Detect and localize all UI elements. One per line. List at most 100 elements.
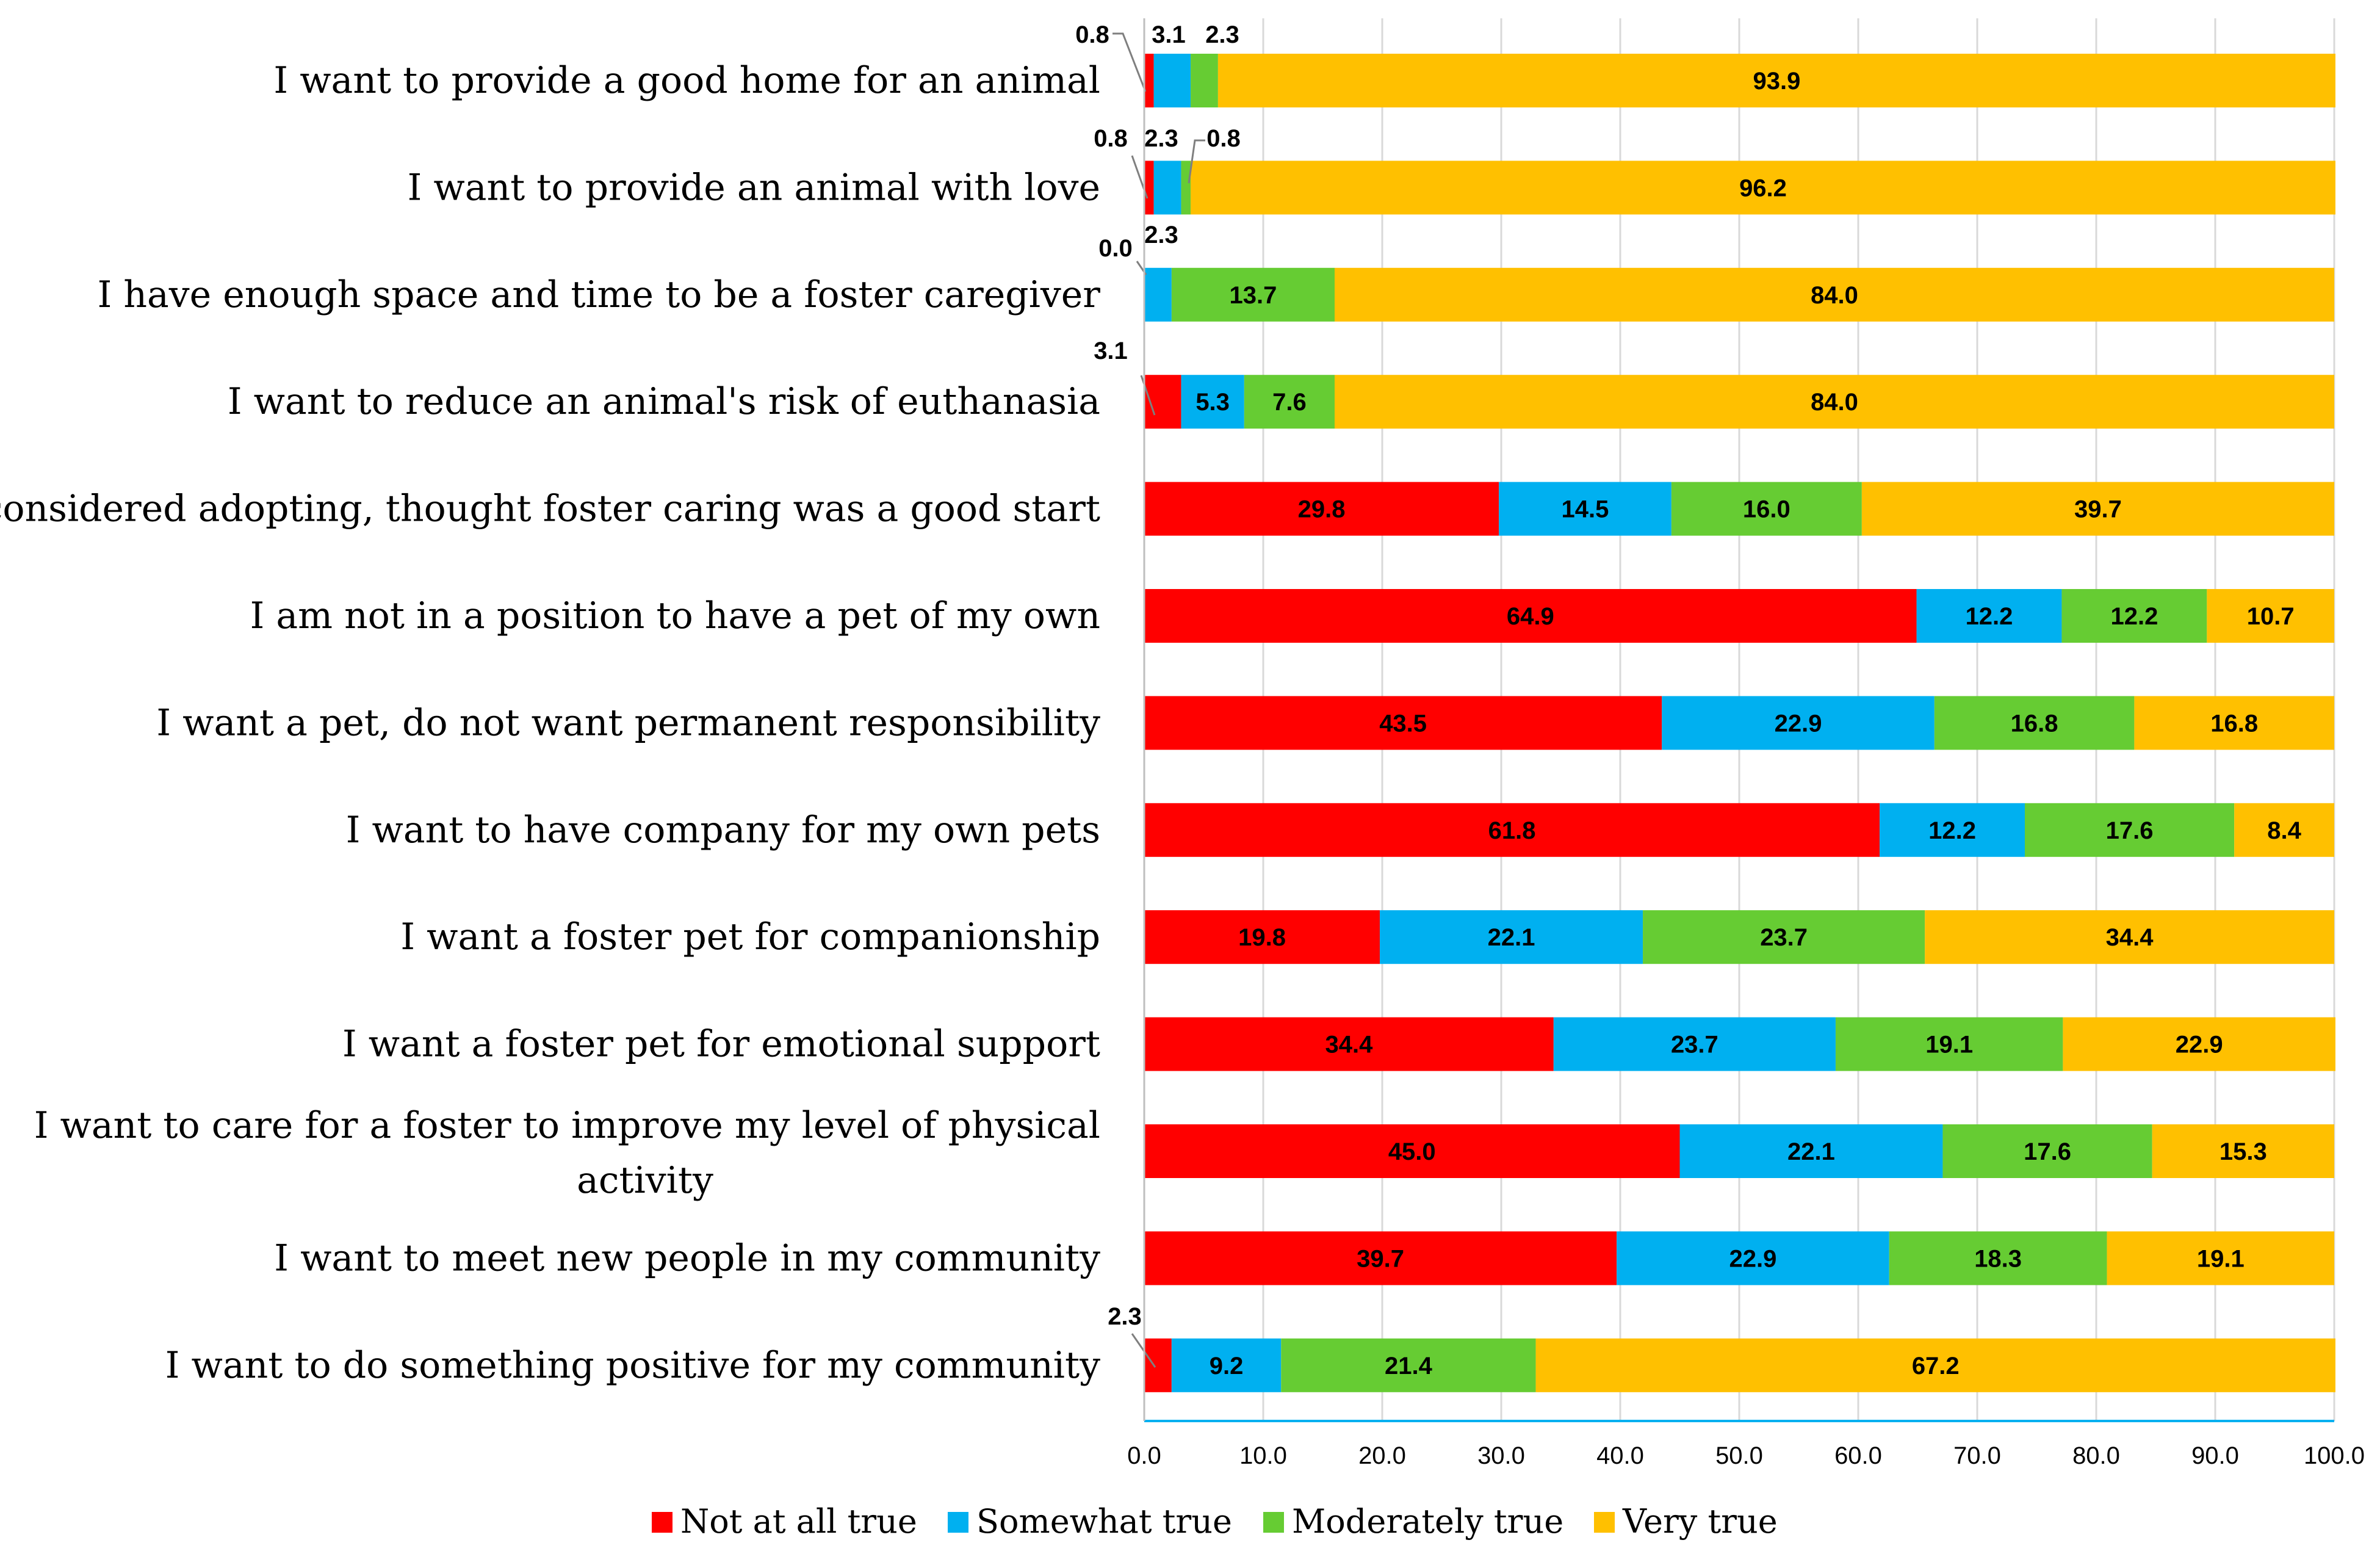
bar-segment [1617, 1231, 1889, 1285]
data-label: 12.2 [2110, 603, 2158, 630]
bar-segment [2061, 589, 2207, 643]
data-label: 2.3 [1108, 1303, 1142, 1330]
data-label: 22.9 [2176, 1032, 2223, 1058]
bar-segment [1191, 161, 2335, 215]
data-label: 22.9 [1775, 710, 1822, 737]
category-label: I want to do something positive for my c… [165, 1344, 1100, 1387]
bar-segment [1144, 1338, 1172, 1392]
bar-segment [1191, 54, 1218, 107]
data-label: 29.8 [1298, 496, 1346, 523]
bar-segment [1335, 267, 2334, 322]
legend-label: Very true [1622, 1502, 1778, 1541]
x-tick-label: 80.0 [2072, 1442, 2120, 1469]
bar-segment [1144, 482, 1499, 536]
x-tick-label: 0.0 [1127, 1442, 1161, 1469]
bar-segment [1916, 589, 2062, 643]
data-label: 13.7 [1229, 282, 1277, 309]
legend-label: Not at all true [680, 1502, 917, 1541]
bar-segment [2063, 1017, 2335, 1071]
data-label: 16.8 [2011, 710, 2058, 737]
bar-segment [1144, 589, 1917, 643]
legend-swatch [652, 1512, 673, 1533]
category-label-continued: activity [577, 1159, 713, 1202]
bar-segment [1244, 375, 1335, 429]
category-label: I considered adopting, thought foster ca… [0, 488, 1100, 530]
bar-segment [1144, 910, 1380, 964]
data-label: 15.3 [2220, 1138, 2267, 1165]
data-label: 34.4 [1325, 1032, 1373, 1058]
leader-line [1112, 32, 1147, 92]
category-label: I want a foster pet for emotional suppor… [342, 1023, 1100, 1066]
bar-segment [2207, 589, 2334, 643]
category-labels: I want to provide a good home for an ani… [0, 59, 1100, 1387]
data-label: 19.1 [1925, 1032, 1973, 1058]
x-tick-label: 10.0 [1239, 1442, 1287, 1469]
bar-segment [1553, 1017, 1836, 1071]
data-label: 0.8 [1075, 21, 1109, 48]
data-label: 8.4 [2267, 817, 2301, 844]
data-label: 22.1 [1787, 1138, 1835, 1165]
x-tick-label: 20.0 [1358, 1442, 1406, 1469]
data-label: 43.5 [1379, 710, 1427, 737]
data-label: 18.3 [1974, 1245, 2022, 1272]
bar-segment [1880, 803, 2025, 857]
bar-segment [1934, 696, 2135, 750]
bar-segment [1144, 696, 1662, 750]
data-label: 61.8 [1488, 817, 1536, 844]
category-label: I want a pet, do not want permanent resp… [156, 701, 1100, 744]
data-label: 64.9 [1507, 603, 1554, 630]
x-tick-label: 90.0 [2191, 1442, 2239, 1469]
bar-segment [2152, 1124, 2334, 1178]
legend-swatch [1263, 1512, 1284, 1533]
bar-segment [1153, 161, 1181, 215]
data-label: 23.7 [1671, 1032, 1718, 1058]
bar-segment [1662, 696, 1935, 750]
bar-segment [1153, 54, 1191, 107]
x-tick-label: 70.0 [1953, 1442, 2001, 1469]
category-label: I have enough space and time to be a fos… [98, 273, 1101, 316]
data-label: 3.1 [1094, 338, 1128, 364]
data-label: 10.7 [2247, 603, 2295, 630]
data-label: 0.8 [1206, 125, 1241, 152]
data-label: 45.0 [1388, 1138, 1436, 1165]
category-label: I want to provide a good home for an ani… [273, 59, 1100, 102]
category-label: I want a foster pet for companionship [400, 916, 1100, 958]
data-label: 19.1 [2197, 1245, 2245, 1272]
bar-segment [1380, 910, 1643, 964]
bar-segment [1171, 1338, 1282, 1392]
data-label: 16.0 [1743, 496, 1790, 523]
data-label: 39.7 [2074, 496, 2122, 523]
data-label: 22.9 [1729, 1245, 1776, 1272]
data-label: 0.8 [1094, 125, 1128, 152]
x-tick-label: 40.0 [1596, 1442, 1644, 1469]
bar-segment [1889, 1231, 2107, 1285]
data-label: 17.6 [2106, 817, 2154, 844]
legend: Not at all true Somewhat true Moderately t… [652, 1502, 1778, 1541]
data-label: 2.3 [1144, 125, 1178, 152]
x-tick-label: 50.0 [1715, 1442, 1763, 1469]
bar-segment [1144, 803, 1880, 857]
data-label: 19.8 [1238, 924, 1286, 951]
x-axis: 0.0 10.0 20.0 30.0 40.0 50.0 60.0 70.0 80.0 90.0 1… [1127, 18, 2365, 1469]
legend-label: Somewhat true [976, 1502, 1232, 1541]
data-label: 2.3 [1205, 21, 1239, 48]
data-label: 39.7 [1357, 1245, 1404, 1272]
bar-segment [2234, 803, 2334, 857]
data-label: 84.0 [1811, 282, 1858, 309]
bar-segment [1671, 482, 1862, 536]
bar-segment [1144, 1231, 1617, 1285]
bar-segment [1181, 375, 1244, 429]
data-label: 17.6 [2024, 1138, 2071, 1165]
bar-segment [1181, 161, 1191, 215]
category-label: I am not in a position to have a pet of … [250, 595, 1100, 637]
data-label: 34.4 [2106, 924, 2154, 951]
leader-line [1188, 139, 1205, 184]
data-label: 7.6 [1272, 389, 1307, 416]
data-label: 23.7 [1760, 924, 1808, 951]
bar-segment [1925, 910, 2334, 964]
data-label: 93.9 [1753, 68, 1800, 95]
bar-segment [1679, 1124, 1943, 1178]
bar-segment [1171, 267, 1335, 322]
x-tick-label: 60.0 [1834, 1442, 1882, 1469]
